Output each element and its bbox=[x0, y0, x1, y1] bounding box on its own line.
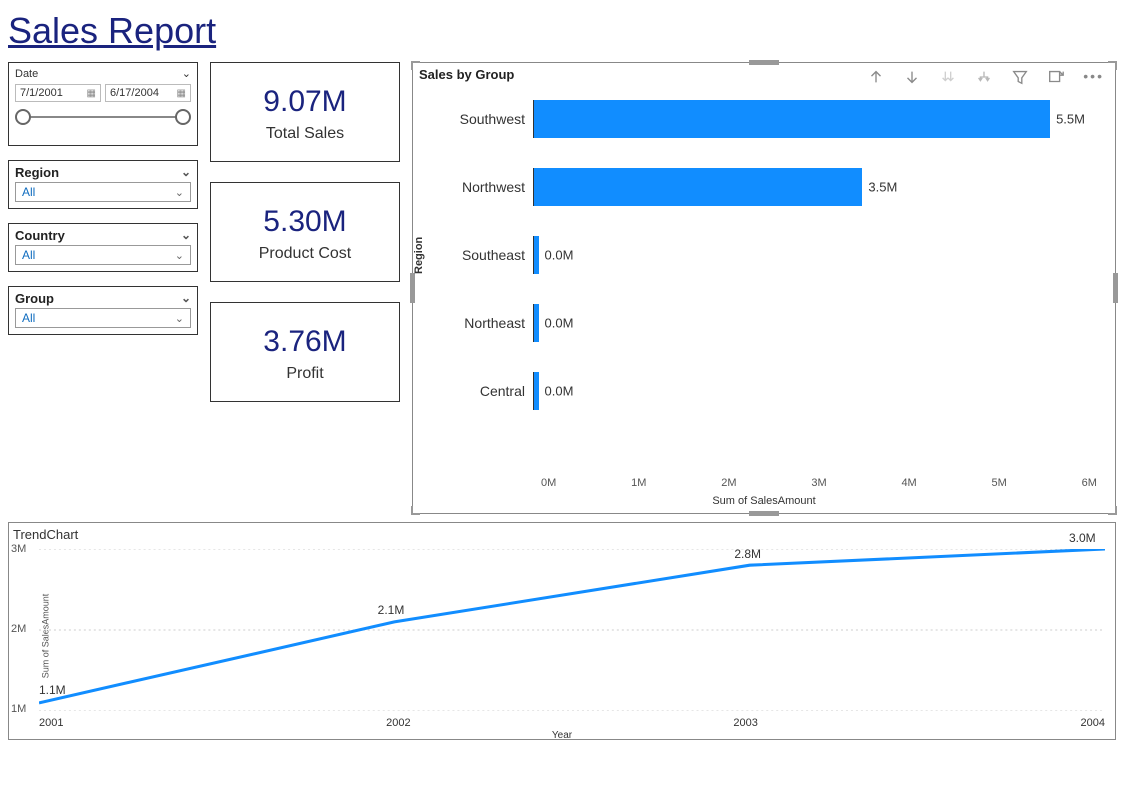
x-tick: 2004 bbox=[1081, 717, 1105, 729]
kpi-profit[interactable]: 3.76M Profit bbox=[210, 302, 400, 402]
chevron-down-icon[interactable]: ⌄ bbox=[181, 165, 191, 180]
region-slicer-dropdown[interactable]: All ⌄ bbox=[15, 182, 191, 202]
chevron-down-icon: ⌄ bbox=[175, 312, 184, 325]
chevron-down-icon: ⌄ bbox=[175, 186, 184, 199]
selection-handle[interactable] bbox=[1103, 501, 1117, 515]
bar-fill[interactable]: 5.5M bbox=[534, 100, 1050, 138]
country-slicer-label: Country bbox=[15, 228, 65, 243]
kpi-profit-value: 3.76M bbox=[215, 325, 395, 359]
group-slicer-value: All bbox=[22, 311, 35, 325]
bar-chart-x-ticks: 0M 1M 2M 3M 4M 5M 6M bbox=[541, 477, 1097, 489]
trend-data-label: 2.8M bbox=[734, 547, 761, 561]
date-range-slider[interactable] bbox=[23, 116, 183, 118]
x-tick: 6M bbox=[1082, 477, 1097, 489]
region-slicer-value: All bbox=[22, 185, 35, 199]
y-tick: 1M bbox=[11, 703, 26, 715]
selection-handle[interactable] bbox=[411, 61, 425, 75]
selection-handle[interactable] bbox=[410, 273, 415, 303]
country-slicer-dropdown[interactable]: All ⌄ bbox=[15, 245, 191, 265]
trend-data-label: 1.1M bbox=[39, 683, 66, 697]
x-tick: 3M bbox=[811, 477, 826, 489]
date-slicer-label: Date bbox=[15, 68, 38, 80]
date-slicer[interactable]: Date ⌄ 7/1/2001 ▦ 6/17/2004 ▦ bbox=[8, 62, 198, 146]
bar-chart-visual[interactable]: Sales by Group Region Southwest5.5MNorth… bbox=[412, 62, 1116, 514]
slider-handle-end[interactable] bbox=[175, 109, 191, 125]
group-slicer-dropdown[interactable]: All ⌄ bbox=[15, 308, 191, 328]
x-tick: 5M bbox=[992, 477, 1007, 489]
trend-chart-x-axis-label: Year bbox=[552, 730, 572, 741]
kpi-total-sales-label: Total Sales bbox=[215, 125, 395, 143]
kpi-profit-label: Profit bbox=[215, 365, 395, 383]
trend-chart-plot bbox=[39, 549, 1105, 711]
bar-category-label: Southeast bbox=[453, 247, 533, 263]
country-slicer-value: All bbox=[22, 248, 35, 262]
x-tick: 2001 bbox=[39, 717, 63, 729]
bar-fill[interactable]: 0.0M bbox=[534, 372, 539, 410]
slider-handle-start[interactable] bbox=[15, 109, 31, 125]
bar-chart-plot: Southwest5.5MNorthwest3.5MSoutheast0.0MN… bbox=[453, 93, 1097, 463]
trend-chart-visual[interactable]: TrendChart Sum of SalesAmount 2001200220… bbox=[8, 522, 1116, 740]
selection-handle[interactable] bbox=[1103, 61, 1117, 75]
bar-value-label: 0.0M bbox=[539, 316, 574, 331]
region-slicer-label: Region bbox=[15, 165, 59, 180]
y-tick: 2M bbox=[11, 623, 26, 635]
x-tick: 2003 bbox=[733, 717, 757, 729]
calendar-icon: ▦ bbox=[177, 88, 186, 99]
calendar-icon: ▦ bbox=[87, 88, 96, 99]
bar-category-label: Southwest bbox=[453, 111, 533, 127]
bar-row[interactable]: Northwest3.5M bbox=[453, 161, 1097, 213]
chevron-down-icon[interactable]: ⌄ bbox=[182, 67, 191, 80]
selection-handle[interactable] bbox=[749, 511, 779, 516]
kpi-product-cost-value: 5.30M bbox=[215, 205, 395, 239]
chevron-down-icon[interactable]: ⌄ bbox=[181, 228, 191, 243]
region-slicer[interactable]: Region ⌄ All ⌄ bbox=[8, 160, 198, 209]
bar-value-label: 0.0M bbox=[539, 248, 574, 263]
trend-data-label: 3.0M bbox=[1069, 531, 1096, 545]
bar-value-label: 5.5M bbox=[1050, 112, 1085, 127]
kpi-total-sales[interactable]: 9.07M Total Sales bbox=[210, 62, 400, 162]
date-end-input[interactable]: 6/17/2004 ▦ bbox=[105, 84, 191, 102]
date-end-value: 6/17/2004 bbox=[110, 87, 159, 99]
trend-data-label: 2.1M bbox=[378, 603, 405, 617]
bar-chart-x-axis-label: Sum of SalesAmount bbox=[712, 495, 815, 507]
bar-category-label: Northeast bbox=[453, 315, 533, 331]
group-slicer[interactable]: Group ⌄ All ⌄ bbox=[8, 286, 198, 335]
date-start-input[interactable]: 7/1/2001 ▦ bbox=[15, 84, 101, 102]
bar-row[interactable]: Southwest5.5M bbox=[453, 93, 1097, 145]
bar-fill[interactable]: 3.5M bbox=[534, 168, 862, 206]
trend-chart-x-ticks: 2001 2002 2003 2004 bbox=[39, 717, 1105, 729]
country-slicer[interactable]: Country ⌄ All ⌄ bbox=[8, 223, 198, 272]
bar-row[interactable]: Northeast0.0M bbox=[453, 297, 1097, 349]
chevron-down-icon: ⌄ bbox=[175, 249, 184, 262]
bar-value-label: 3.5M bbox=[862, 180, 897, 195]
selection-handle[interactable] bbox=[411, 501, 425, 515]
bar-fill[interactable]: 0.0M bbox=[534, 236, 539, 274]
group-slicer-label: Group bbox=[15, 291, 54, 306]
bar-chart-title: Sales by Group bbox=[413, 63, 1115, 86]
chevron-down-icon[interactable]: ⌄ bbox=[181, 291, 191, 306]
kpi-product-cost[interactable]: 5.30M Product Cost bbox=[210, 182, 400, 282]
x-tick: 0M bbox=[541, 477, 556, 489]
bar-row[interactable]: Central0.0M bbox=[453, 365, 1097, 417]
x-tick: 2002 bbox=[386, 717, 410, 729]
x-tick: 4M bbox=[901, 477, 916, 489]
bar-category-label: Central bbox=[453, 383, 533, 399]
selection-handle[interactable] bbox=[749, 60, 779, 65]
date-start-value: 7/1/2001 bbox=[20, 87, 63, 99]
y-tick: 3M bbox=[11, 543, 26, 555]
page-title: Sales Report bbox=[0, 0, 1124, 58]
bar-category-label: Northwest bbox=[453, 179, 533, 195]
bar-fill[interactable]: 0.0M bbox=[534, 304, 539, 342]
bar-value-label: 0.0M bbox=[539, 384, 574, 399]
trend-chart-title: TrendChart bbox=[9, 523, 1115, 546]
bar-row[interactable]: Southeast0.0M bbox=[453, 229, 1097, 281]
bar-chart-y-axis-label: Region bbox=[413, 237, 425, 274]
kpi-product-cost-label: Product Cost bbox=[215, 245, 395, 263]
x-tick: 2M bbox=[721, 477, 736, 489]
x-tick: 1M bbox=[631, 477, 646, 489]
kpi-total-sales-value: 9.07M bbox=[215, 85, 395, 119]
selection-handle[interactable] bbox=[1113, 273, 1118, 303]
